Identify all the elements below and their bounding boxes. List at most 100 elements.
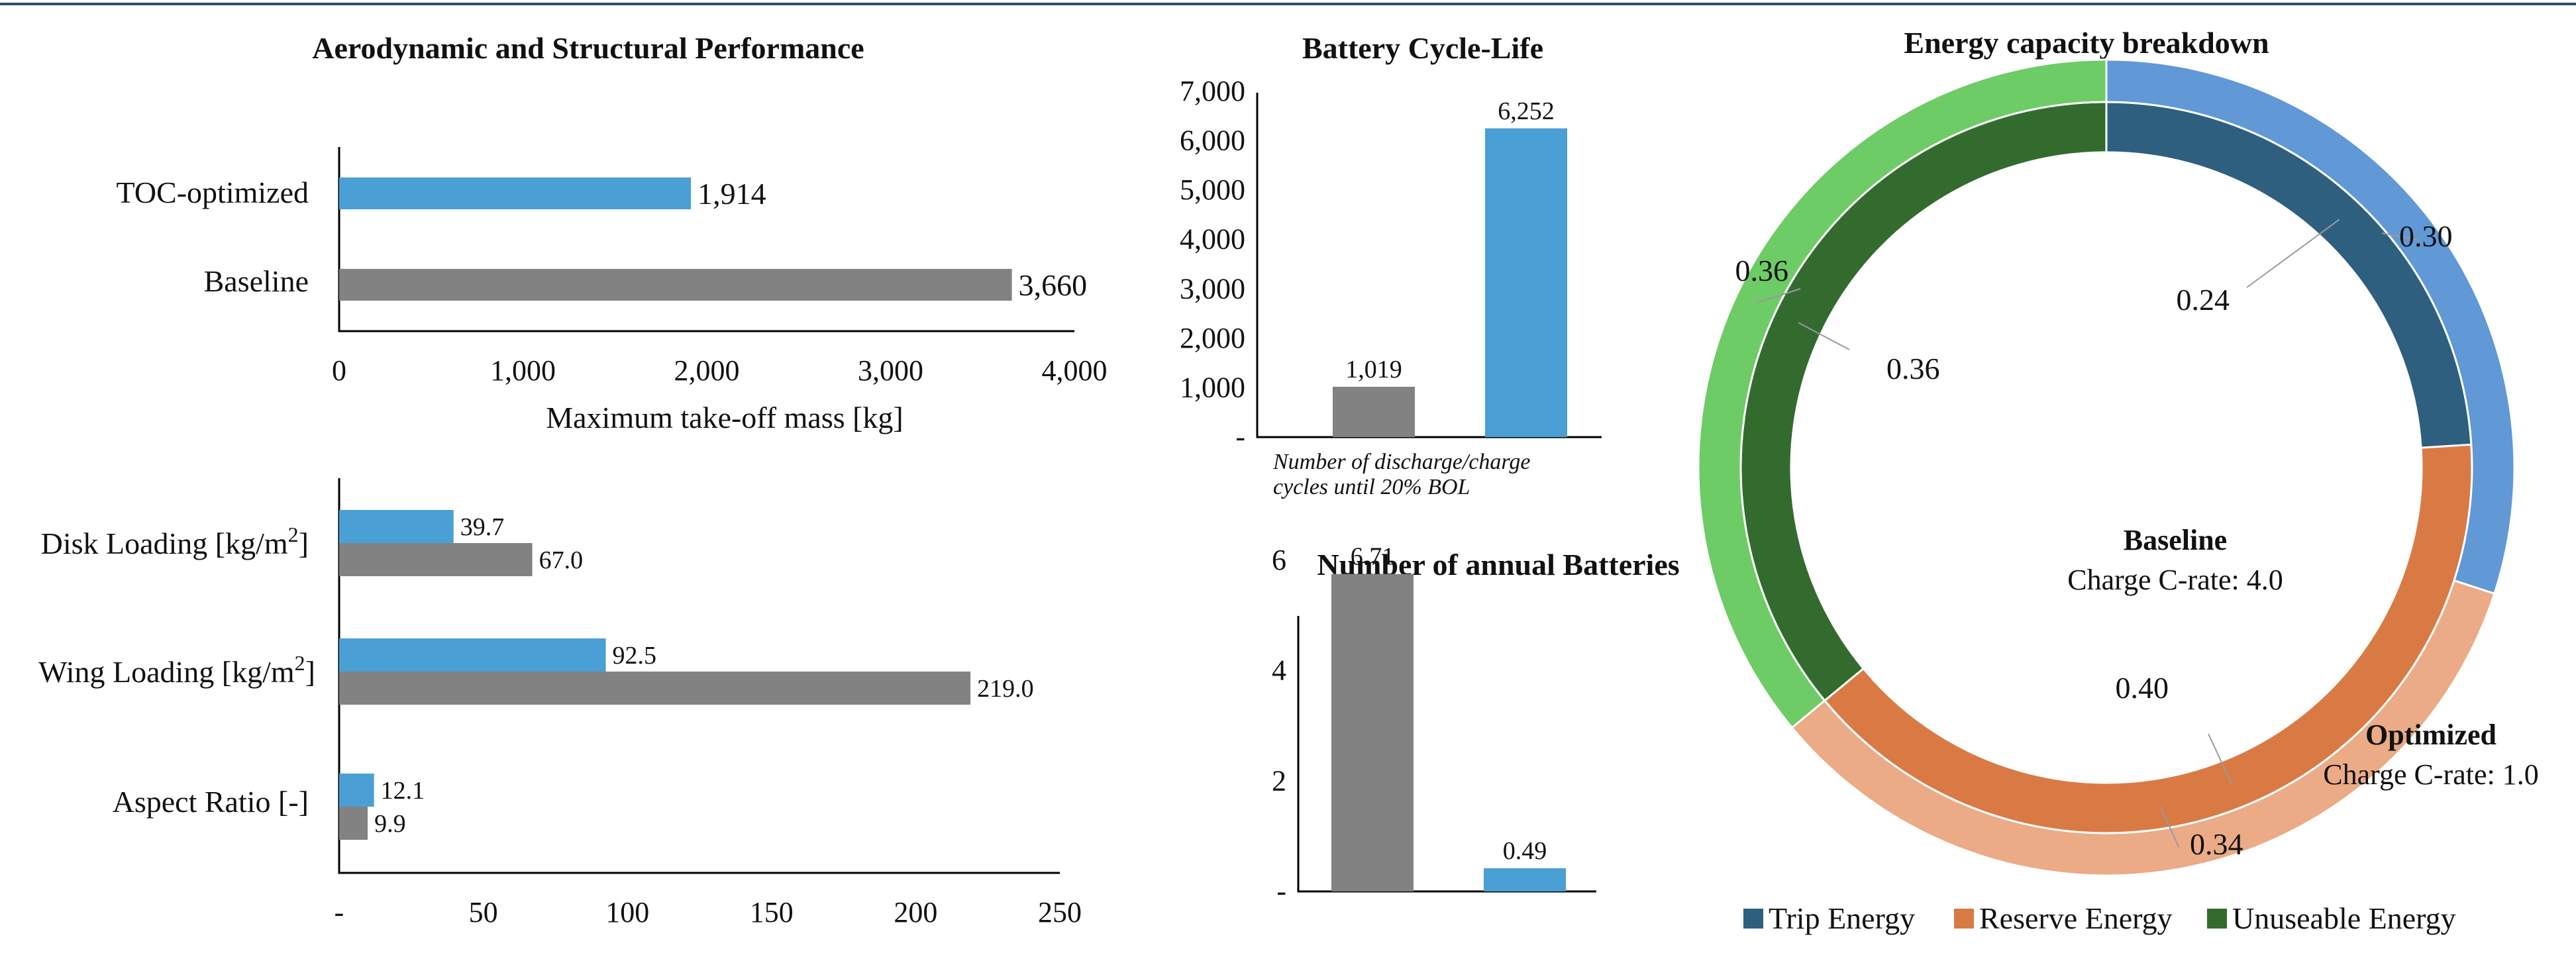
donut-value-label: 0.40: [2116, 671, 2169, 705]
legend-label-unuseable-energy: Unuseable Energy: [2232, 901, 2456, 935]
loading-axes: [338, 478, 1060, 874]
donut-value-label: 0.24: [2177, 283, 2230, 317]
a-y-tick: 2: [1272, 764, 1286, 797]
disk-loading-tail: ]: [299, 527, 309, 560]
loading-x-tick: -: [335, 896, 344, 929]
category-label-disk-loading: Disk Loading [kg/m2]: [41, 523, 309, 560]
mtom-x-axis-label: Maximum take-off mass [kg]: [546, 401, 903, 434]
c-y-tick: 2,000: [1180, 322, 1245, 354]
energy-chart: Energy capacity breakdown 0.240.400.360.…: [1697, 26, 2539, 935]
energy-title: Energy capacity breakdown: [1904, 26, 2269, 60]
data-label-disk-loading-series-1: 39.7: [460, 513, 505, 541]
bar-cycle-life-baseline: [1333, 387, 1415, 437]
bar-wing-loading-series-2: [339, 672, 971, 705]
bar-wing-loading-series-1: [339, 638, 606, 672]
data-label-annual-batteries-baseline: 6.71: [1351, 543, 1395, 571]
c-y-tick: 1,000: [1180, 371, 1245, 403]
outer-ring-name: Optimized: [2365, 719, 2497, 751]
legend-swatch-reserve-energy: [1954, 909, 1974, 929]
mtom-title: Aerodynamic and Structural Performance: [312, 31, 864, 65]
category-label-wing-loading: Wing Loading [kg/m2]: [38, 651, 315, 689]
energy-legend: Trip Energy Reserve Energy Unuseable Ene…: [1743, 901, 2456, 935]
bar-baseline: [339, 269, 1012, 301]
data-label-disk-loading-series-2: 67.0: [539, 546, 584, 574]
bar-annual-batteries-baseline: [1331, 574, 1414, 891]
donut-segment-baseline-unuseable: [1739, 101, 2108, 702]
legend-label-reserve-energy: Reserve Energy: [1979, 901, 2173, 935]
legend-swatch-trip-energy: [1743, 909, 1763, 929]
loading-x-tick: 200: [894, 896, 937, 929]
data-label-cycle-life-optimized: 6,252: [1498, 97, 1555, 125]
bar-cycle-life-optimized: [1485, 128, 1567, 438]
category-label-aspect-ratio: Aspect Ratio [-]: [113, 785, 309, 819]
callout-line: [2208, 733, 2233, 785]
bar-aspect-ratio-series-2: [339, 807, 368, 840]
category-label-toc-optimized: TOC-optimized: [117, 176, 309, 209]
callout-line: [2160, 806, 2180, 848]
wing-loading-text: Wing Loading [kg/m: [38, 655, 295, 689]
inner-ring-name: Baseline: [2124, 524, 2227, 556]
cycle-life-y-ticks: - 1,000 2,000 3,000 4,000 5,000 6,000 7,000: [1180, 75, 1245, 453]
donut-segment-optimized-unuseable: [1697, 58, 2108, 729]
mtom-x-tick: 0: [332, 354, 346, 387]
legend-label-trip-energy: Trip Energy: [1769, 901, 1915, 935]
callout-line: [2381, 232, 2420, 241]
donut-value-label: 0.36: [1886, 352, 1940, 385]
mtom-axes: [338, 147, 1074, 332]
data-label-annual-batteries-optimized: 0.49: [1503, 837, 1547, 865]
energy-rings: [1697, 58, 2516, 877]
c-y-tick: 6,000: [1180, 125, 1245, 157]
inner-ring-subtitle: Charge C-rate: 4.0: [2067, 564, 2283, 596]
data-label-wing-loading-series-1: 92.5: [613, 642, 657, 670]
cycle-life-note-line-2: cycles until 20% BOL: [1273, 475, 1470, 499]
category-label-baseline: Baseline: [204, 264, 309, 298]
donut-value-label: 0.36: [1735, 254, 1789, 287]
a-y-tick: 4: [1272, 654, 1286, 687]
mtom-chart: Aerodynamic and Structural Performance T…: [117, 31, 1108, 434]
loading-x-tick: 250: [1038, 896, 1082, 929]
callout-line: [2246, 219, 2340, 288]
donut-value-label: 0.34: [2190, 827, 2243, 861]
legend-swatch-unuseable-energy: [2207, 909, 2227, 929]
mtom-x-ticks: 0 1,000 2,000 3,000 4,000: [332, 354, 1108, 387]
wing-loading-tail: ]: [305, 655, 315, 689]
bar-disk-loading-series-2: [339, 543, 533, 576]
bar-aspect-ratio-series-1: [339, 774, 374, 807]
data-label-wing-loading-series-2: 219.0: [977, 675, 1034, 703]
c-y-tick: 7,000: [1180, 75, 1245, 107]
loading-x-tick: 50: [469, 896, 498, 929]
a-y-tick: -: [1276, 875, 1286, 907]
donut-value-label: 0.30: [2399, 219, 2453, 253]
loading-x-ticks: - 50 100 150 200 250: [335, 896, 1082, 929]
loading-bars: 39.7 92.5 12.1 67.0 219.0 9.9: [339, 510, 1034, 840]
loading-x-tick: 150: [750, 896, 794, 929]
c-y-tick: -: [1235, 421, 1245, 453]
data-label-cycle-life-baseline: 1,019: [1345, 356, 1402, 383]
cycle-life-title: Battery Cycle-Life: [1302, 31, 1543, 65]
wing-loading-sup: 2: [295, 651, 305, 675]
cycle-life-chart: Battery Cycle-Life - 1,000 2,000 3,000 4,000…: [1180, 31, 1602, 499]
bar-toc-optimized: [339, 177, 692, 209]
annual-batteries-chart: Number of annual Batteries -246 6.71 0.4…: [1272, 543, 1680, 907]
data-label-baseline: 3,660: [1019, 268, 1088, 302]
loading-x-tick: 100: [605, 896, 649, 929]
loading-chart: Disk Loading [kg/m2] Wing Loading [kg/m2…: [38, 478, 1082, 929]
c-y-tick: 4,000: [1180, 223, 1245, 256]
data-label-toc-optimized: 1,914: [697, 177, 766, 211]
energy-labels: 0.24 0.40 0.36 0.30 0.34 0.36: [1735, 219, 2453, 861]
mtom-x-tick: 1,000: [490, 354, 556, 387]
outer-ring-subtitle: Charge C-rate: 1.0: [2323, 758, 2538, 791]
bar-annual-batteries-optimized: [1484, 868, 1566, 891]
callout-line: [1798, 322, 1850, 350]
c-y-tick: 5,000: [1180, 174, 1245, 206]
disk-loading-text: Disk Loading [kg/m: [41, 527, 288, 560]
disk-loading-sup: 2: [288, 523, 299, 546]
callout-line: [1756, 288, 1801, 304]
data-label-aspect-ratio-series-1: 12.1: [381, 777, 425, 805]
a-y-tick: 6: [1272, 544, 1286, 576]
mtom-x-tick: 3,000: [858, 354, 923, 387]
c-y-tick: 3,000: [1180, 272, 1245, 305]
mtom-x-tick: 2,000: [674, 354, 740, 387]
annual-batteries-y-ticks: - 2 4 6: [1272, 544, 1286, 907]
